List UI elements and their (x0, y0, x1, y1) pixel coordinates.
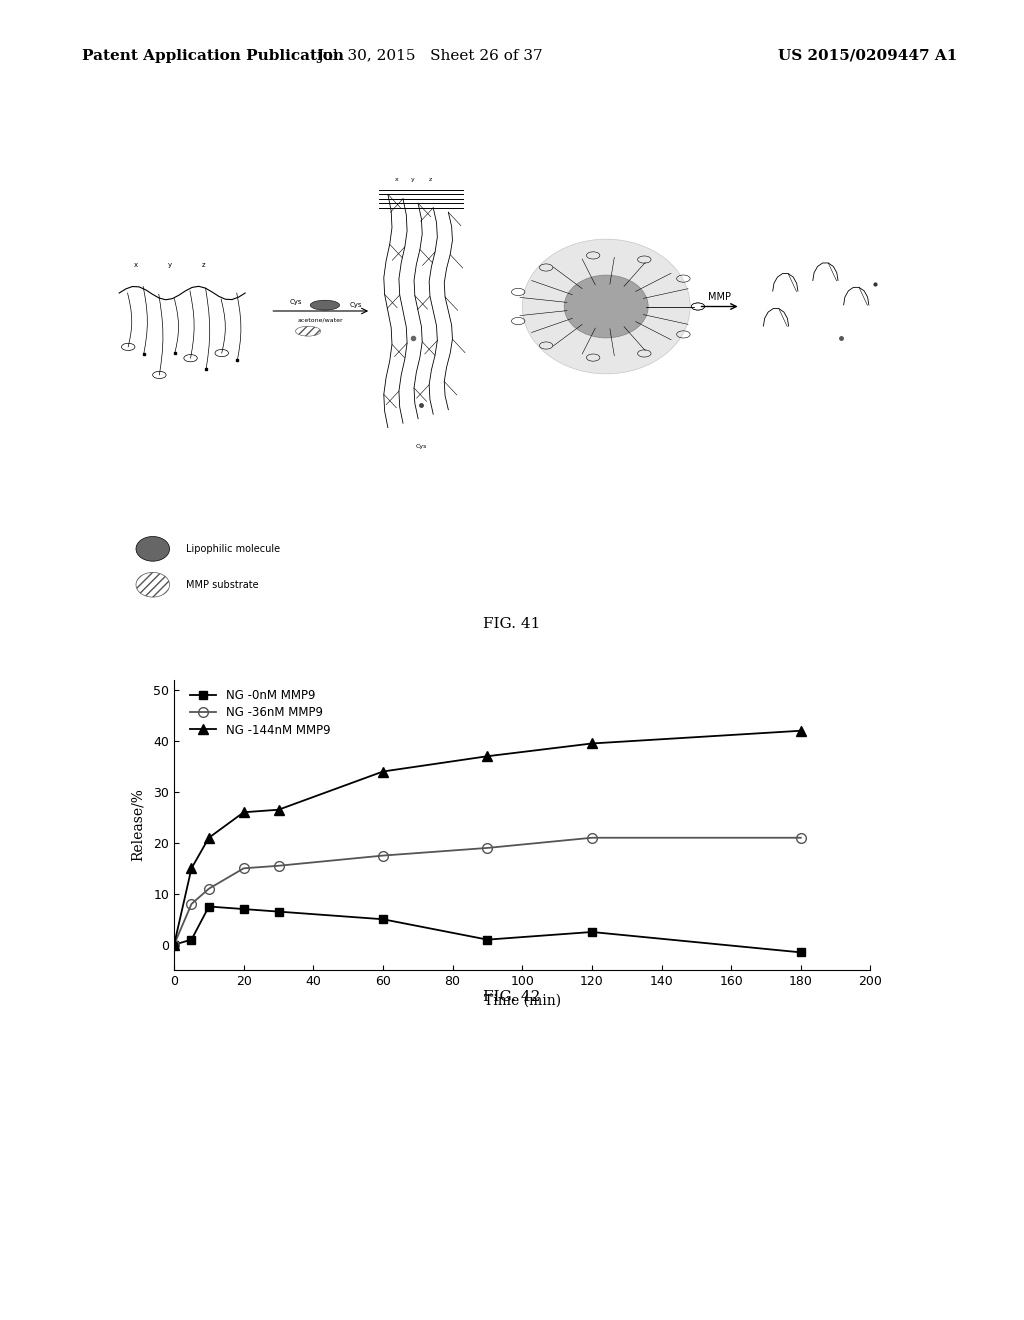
Ellipse shape (564, 275, 648, 338)
NG -144nM MMP9 (185, 861, 198, 876)
NG -36nM MMP9 (238, 861, 250, 876)
NG -0nM MMP9 (185, 932, 198, 948)
Text: x: x (134, 263, 138, 268)
NG -0nM MMP9 (481, 932, 494, 948)
NG -36nM MMP9 (185, 896, 198, 912)
Ellipse shape (136, 536, 170, 561)
Text: Cys: Cys (416, 444, 427, 449)
NG -0nM MMP9 (203, 899, 215, 915)
NG -0nM MMP9 (795, 944, 807, 960)
NG -144nM MMP9 (377, 763, 389, 779)
Ellipse shape (522, 239, 690, 374)
NG -144nM MMP9 (481, 748, 494, 764)
NG -0nM MMP9 (168, 937, 180, 953)
Text: y: y (168, 263, 172, 268)
Legend: NG -0nM MMP9, NG -36nM MMP9, NG -144nM MMP9: NG -0nM MMP9, NG -36nM MMP9, NG -144nM M… (187, 685, 334, 741)
NG -0nM MMP9 (272, 904, 285, 920)
Text: FIG. 42: FIG. 42 (483, 990, 541, 1003)
X-axis label: Time (min): Time (min) (483, 994, 561, 1007)
Text: acetone/water: acetone/water (298, 318, 343, 322)
NG -144nM MMP9 (238, 804, 250, 820)
NG -36nM MMP9 (481, 840, 494, 855)
Text: Patent Application Publication: Patent Application Publication (82, 49, 344, 63)
Text: MMP: MMP (708, 292, 731, 302)
Text: US 2015/0209447 A1: US 2015/0209447 A1 (778, 49, 957, 63)
Text: x: x (394, 177, 398, 182)
Text: z: z (202, 263, 205, 268)
Text: Cys: Cys (289, 300, 302, 305)
Text: Cys: Cys (350, 302, 362, 308)
NG -0nM MMP9 (586, 924, 598, 940)
Line: NG -0nM MMP9: NG -0nM MMP9 (170, 903, 805, 957)
NG -144nM MMP9 (272, 801, 285, 817)
Text: Jul. 30, 2015   Sheet 26 of 37: Jul. 30, 2015 Sheet 26 of 37 (317, 49, 543, 63)
Line: NG -36nM MMP9: NG -36nM MMP9 (169, 833, 806, 949)
NG -144nM MMP9 (168, 937, 180, 953)
Text: MMP substrate: MMP substrate (186, 579, 259, 590)
Text: z: z (428, 177, 431, 182)
NG -144nM MMP9 (203, 830, 215, 846)
NG -36nM MMP9 (203, 880, 215, 896)
Text: Lipophilic molecule: Lipophilic molecule (186, 544, 281, 554)
NG -36nM MMP9 (795, 830, 807, 846)
NG -36nM MMP9 (377, 847, 389, 863)
Y-axis label: Release/%: Release/% (131, 788, 144, 862)
Line: NG -144nM MMP9: NG -144nM MMP9 (169, 726, 806, 949)
NG -144nM MMP9 (795, 723, 807, 739)
NG -36nM MMP9 (272, 858, 285, 874)
Text: FIG. 41: FIG. 41 (483, 618, 541, 631)
NG -36nM MMP9 (586, 830, 598, 846)
Ellipse shape (310, 300, 340, 310)
NG -36nM MMP9 (168, 937, 180, 953)
Text: y: y (412, 177, 415, 182)
NG -0nM MMP9 (377, 911, 389, 927)
NG -144nM MMP9 (586, 735, 598, 751)
NG -0nM MMP9 (238, 902, 250, 917)
